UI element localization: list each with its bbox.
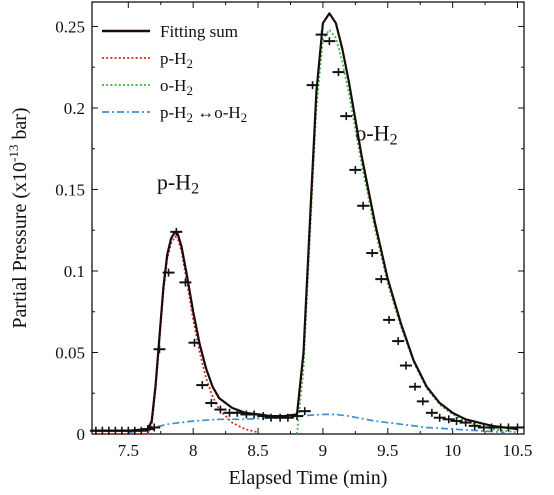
data-point [205,399,218,408]
data-point [170,227,183,236]
data-point [188,338,201,347]
y-tick-label: 0 [77,425,86,444]
data-point [409,382,422,391]
x-tick-label: 9.5 [377,441,398,460]
data-point [153,345,166,354]
y-tick-label: 0.25 [55,17,85,36]
data-point [298,407,311,416]
data-point [399,361,412,370]
data-point [392,337,405,346]
x-tick-label: 10 [444,441,461,460]
data-point [366,249,379,258]
data-point [332,68,345,77]
peak-label: p-H2 [157,169,199,197]
axis-ticks: 7.5 8 8.5 9 9.5 10 10.5 0 0.05 0.1 0.15 0.2 0.25 [55,2,532,460]
series-line-1 [92,235,259,435]
data-point [323,37,336,46]
data-point [315,30,328,39]
x-tick-label: 7.5 [118,441,139,460]
data-point [257,412,270,421]
data-point [290,412,303,421]
x-tick-label: 8 [189,441,198,460]
y-axis-title: Partial Pressure (x10-13 bar) [6,107,31,328]
data-point [459,418,472,427]
data-point [135,426,148,435]
x-tick-label: 8.5 [247,441,268,460]
series-line-0 [92,12,518,432]
y-tick-label: 0.1 [64,262,85,281]
legend-label: o-H2 [160,76,193,98]
data-point [357,201,370,210]
data-point [231,408,244,417]
legend-label: p-H2 [160,49,193,71]
data-point [450,416,463,425]
x-axis-title: Elapsed Time (min) [229,467,388,489]
data-point [442,415,455,424]
data-point [349,165,362,174]
peak-label: o-H2 [355,121,397,149]
data-point [375,275,388,284]
y-tick-label: 0.2 [64,99,85,118]
series-line-3 [128,413,505,434]
data-point [433,413,446,422]
y-tick-label: 0.15 [55,180,85,199]
data-point [468,421,481,430]
data-point [214,405,227,414]
data-point [162,268,175,277]
data-point [340,112,353,121]
peak-annotations: p-H2 o-H2 [157,121,398,198]
x-tick-label: 10.5 [503,441,533,460]
data-point [306,81,319,90]
x-tick-label: 9 [319,441,328,460]
y-tick-label: 0.05 [55,343,85,362]
data-point [196,381,209,390]
data-point [248,410,261,419]
data-point [383,315,396,324]
data-point [148,423,161,432]
legend: Fitting sum p-H2 o-H2 p-H2 ↔o-H2 [102,22,247,125]
plot-frame [91,1,525,435]
legend-label: p-H2 ↔o-H2 [160,103,247,125]
data-point [511,423,524,432]
data-point [416,397,429,406]
data-points [89,30,524,435]
legend-label: Fitting sum [160,22,238,41]
data-point [179,278,192,287]
series-layer [92,12,518,435]
series-line-2 [296,28,518,435]
data-point [141,425,154,434]
data-point [281,413,294,422]
data-point [425,408,438,417]
